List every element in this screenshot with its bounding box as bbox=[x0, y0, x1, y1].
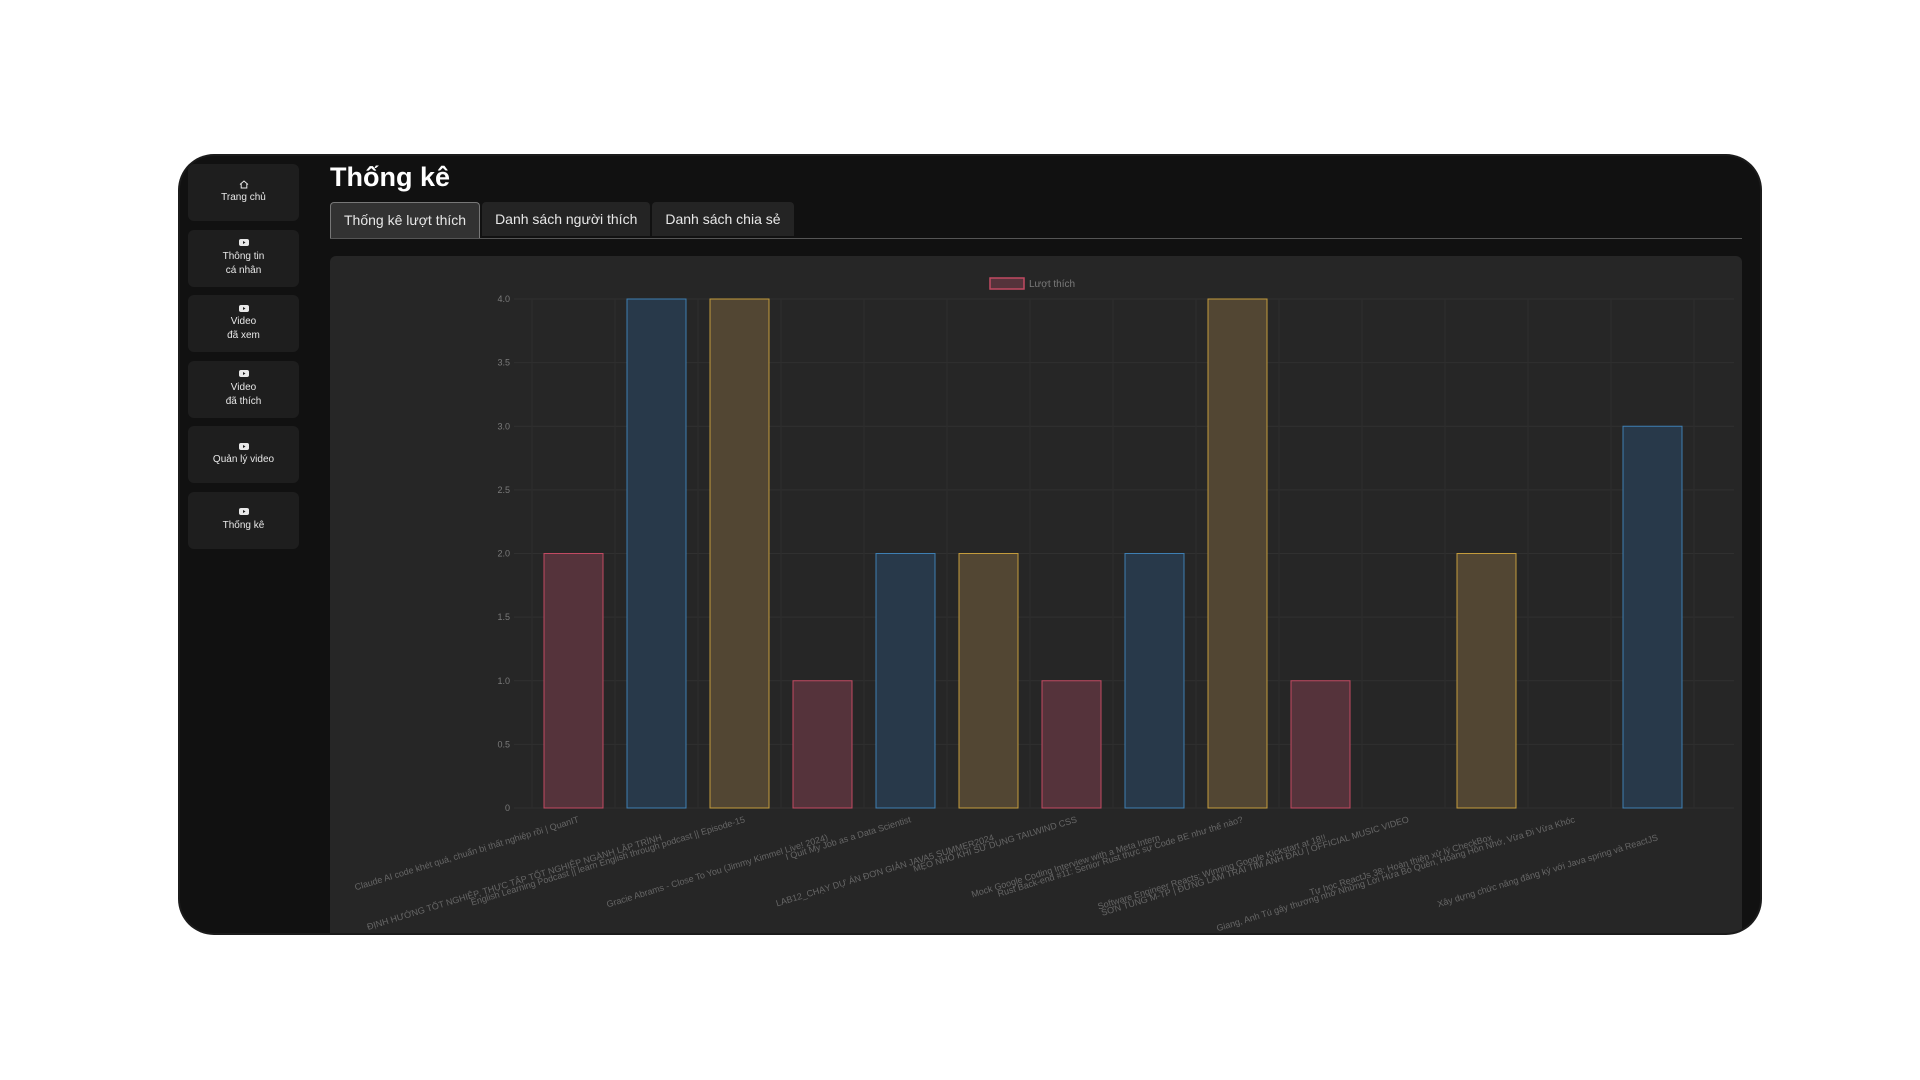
video-icon bbox=[238, 239, 249, 247]
home-icon bbox=[239, 179, 249, 188]
y-tick-label: 1.5 bbox=[497, 612, 510, 622]
bar bbox=[543, 553, 604, 809]
y-tick-label: 2.0 bbox=[497, 549, 510, 559]
x-tick-label: SƠN TÙNG M-TP | ĐỪNG LÀM TRÁI TIM ANH ĐA… bbox=[1100, 814, 1410, 917]
sidebar-item-liked-videos[interactable]: Video đã thích bbox=[188, 360, 299, 418]
sidebar-item-statistics[interactable]: Thống kê bbox=[188, 491, 299, 549]
x-tick-label: English Learning Podcast || learn Englis… bbox=[470, 814, 746, 907]
bar bbox=[792, 680, 853, 809]
sidebar-item-label: Video bbox=[230, 316, 257, 327]
sidebar-item-home[interactable]: Trang chủ bbox=[188, 164, 299, 221]
video-icon bbox=[238, 508, 249, 516]
sidebar-item-label-2: cá nhân bbox=[225, 264, 262, 276]
tab-likers-list[interactable]: Danh sách người thích bbox=[482, 202, 651, 236]
sidebar-item-label: Video bbox=[230, 381, 257, 393]
x-tick-label: ĐỊNH HƯỚNG TỐT NGHIỆP, THỰC TẬP TỐT NGHI… bbox=[365, 831, 663, 932]
sidebar-item-label: Quản lý video bbox=[212, 454, 275, 465]
y-tick-label: 0 bbox=[505, 803, 510, 813]
chart-panel: 0 0.5 1.0 1.5 2.0 2.5 3.0 3.5 4.0 Claude AI code … bbox=[330, 256, 1742, 933]
sidebar: Trang chủ Thông tin cá nhân Video đã xem… bbox=[188, 164, 301, 557]
video-icon bbox=[238, 442, 249, 450]
sidebar-item-label: Thông tin bbox=[222, 250, 265, 262]
sidebar-item-profile[interactable]: Thông tin cá nhân bbox=[188, 229, 299, 287]
bar bbox=[958, 553, 1019, 809]
tab-like-stats[interactable]: Thống kê lượt thích bbox=[330, 202, 481, 238]
bar bbox=[1041, 680, 1102, 809]
y-tick-label: 0.5 bbox=[497, 739, 510, 749]
sidebar-item-manage-videos[interactable]: Quản lý video bbox=[188, 426, 299, 483]
sidebar-item-label-2: đã thích bbox=[225, 395, 262, 407]
sidebar-item-label: Thống kê bbox=[222, 519, 265, 531]
tab-shares-list[interactable]: Danh sách chia sẻ bbox=[652, 202, 794, 236]
legend-label: Lượt thích bbox=[1029, 279, 1075, 290]
bar bbox=[1207, 298, 1268, 809]
bar bbox=[709, 298, 770, 809]
bar bbox=[1456, 553, 1517, 809]
y-tick-label: 1.0 bbox=[497, 676, 510, 686]
sidebar-item-watched-videos[interactable]: Video đã xem bbox=[188, 295, 299, 352]
y-tick-label: 2.5 bbox=[497, 485, 510, 495]
y-tick-label: 3.0 bbox=[497, 421, 510, 431]
x-tick-label: I Quit My Job as a Data Scientist bbox=[784, 814, 912, 862]
bar bbox=[1290, 680, 1351, 809]
bar bbox=[1124, 553, 1185, 809]
bar bbox=[626, 298, 687, 809]
sidebar-item-label: Trang chủ bbox=[221, 192, 266, 203]
y-tick-label: 4.0 bbox=[497, 294, 510, 304]
legend-swatch bbox=[989, 277, 1025, 290]
video-icon bbox=[238, 370, 249, 378]
bar bbox=[875, 553, 936, 809]
video-icon bbox=[238, 304, 249, 312]
tab-bar: Thống kê lượt thích Danh sách người thíc… bbox=[330, 202, 1742, 239]
page-title: Thống kê bbox=[330, 162, 450, 192]
y-tick-label: 3.5 bbox=[497, 358, 510, 368]
app-window: Trang chủ Thông tin cá nhân Video đã xem… bbox=[180, 156, 1760, 933]
bar bbox=[1622, 425, 1683, 809]
sidebar-item-label-2: đã xem bbox=[227, 330, 260, 341]
